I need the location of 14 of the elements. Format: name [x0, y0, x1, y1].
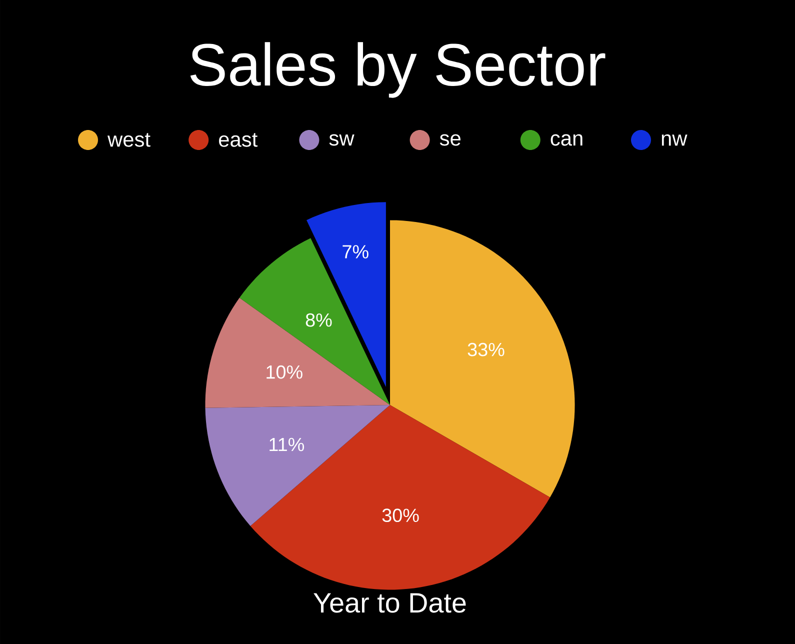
- legend-label: nw: [662, 134, 688, 146]
- legend-label: west: [107, 133, 150, 147]
- legend-label: sw: [329, 134, 354, 146]
- data-label: 30%: [382, 508, 419, 522]
- legend-label: can: [550, 134, 582, 146]
- data-label: 8%: [306, 313, 332, 327]
- data-label: 10%: [266, 365, 302, 379]
- chart-title: Sales by Sector: [190, 42, 606, 98]
- data-label: 7%: [342, 245, 368, 258]
- text: Year to Date: [314, 593, 466, 613]
- data-label: 11%: [270, 438, 304, 452]
- legend-label: se: [440, 134, 460, 146]
- legend-label: east: [219, 133, 258, 147]
- data-label: 33%: [468, 342, 504, 356]
